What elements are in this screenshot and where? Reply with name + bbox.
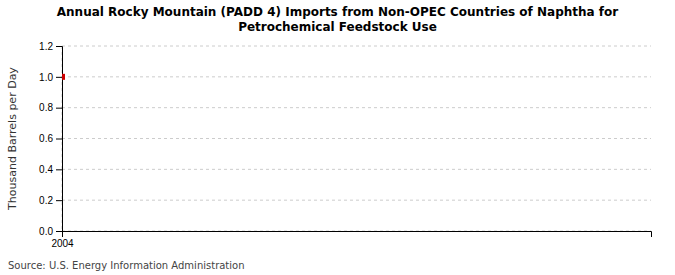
tick: 0.4: [39, 164, 62, 175]
tick-mark: [56, 108, 62, 109]
tick: 1.2: [39, 41, 62, 52]
axis-line: [56, 47, 63, 232]
tick-label: 0.4: [39, 164, 53, 175]
y-axis-title: Thousand Barrels per Day: [6, 67, 19, 211]
point: [62, 74, 65, 80]
grid-line: [62, 169, 651, 170]
tick: 1.0: [39, 72, 62, 83]
tick: 2004: [51, 231, 74, 249]
tick-mark: [56, 139, 62, 140]
y-axis: 0.0 0.2 0.4 0.6 0.8 1.0 1.2: [39, 41, 62, 237]
grid: [62, 46, 651, 231]
tick: 0.2: [39, 195, 62, 206]
tick: 0.6: [39, 133, 62, 144]
tick-label: 2004: [51, 238, 74, 249]
tick-label: 0.6: [39, 133, 53, 144]
marks: [62, 74, 65, 80]
tick-mark: [56, 77, 62, 78]
plot: 20040.0 0.2 0.4 0.6 0.8 1.0 1.2: [39, 41, 651, 249]
grid-line: [62, 76, 651, 77]
x-axis: 2004: [51, 231, 651, 249]
chart: 20040.0 0.2 0.4 0.6 0.8 1.0 1.2 Annual Rocky Mo…: [0, 0, 675, 275]
tick-label: 1.2: [39, 41, 53, 52]
grid-line: [62, 46, 651, 47]
title-line: Petrochemical Feedstock Use: [238, 20, 437, 34]
tick: 0.8: [39, 102, 62, 113]
tick-label: 0.2: [39, 195, 53, 206]
source: Source: U.S. Energy Information Administ…: [8, 260, 245, 271]
axis-line: [63, 232, 652, 238]
tick-mark: [56, 169, 62, 170]
tick-label: 1.0: [39, 72, 53, 83]
title-line: Annual Rocky Mountain (PADD 4) Imports f…: [57, 5, 619, 19]
tick-mark: [56, 200, 62, 201]
tick-mark: [56, 46, 62, 47]
tick-mark: [56, 231, 62, 232]
grid-line: [62, 138, 651, 139]
tick-label: 0.8: [39, 102, 53, 113]
tick: 0.0: [39, 226, 62, 237]
grid-line: [62, 107, 651, 108]
tick-label: 0.0: [39, 226, 53, 237]
grid-line: [62, 200, 651, 201]
title: Annual Rocky Mountain (PADD 4) Imports f…: [57, 5, 619, 34]
